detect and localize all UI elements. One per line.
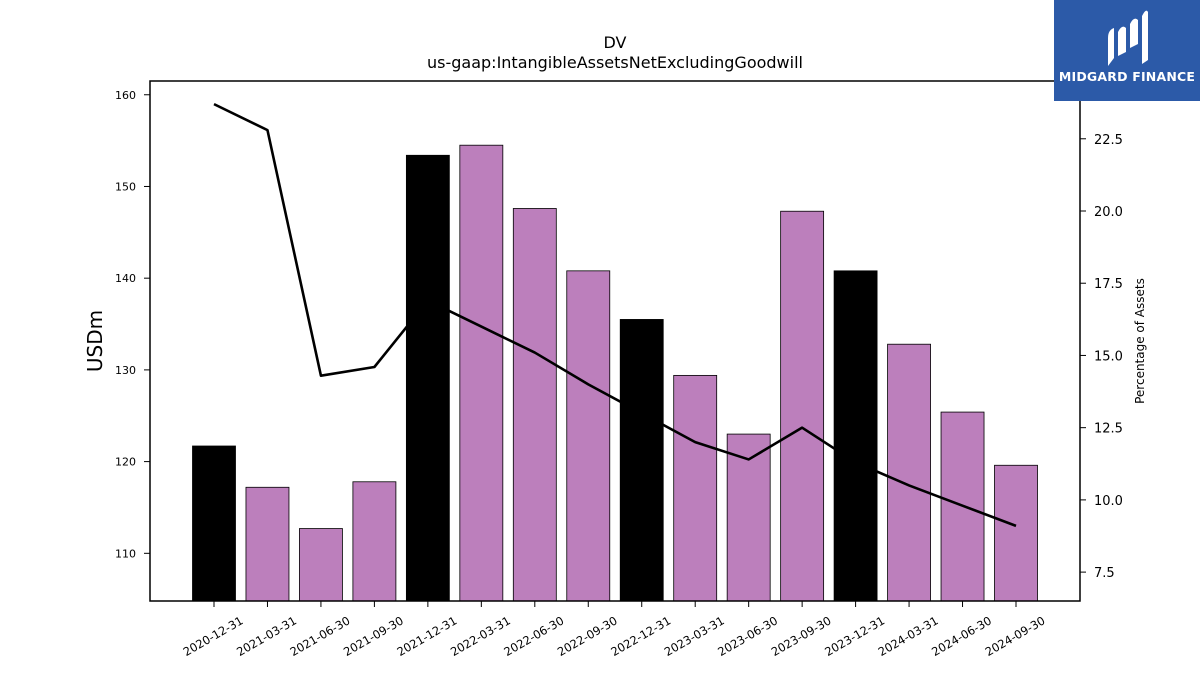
bar-2024-09-30 (994, 464, 1038, 602)
x-tick-label: 2021-09-30 (341, 613, 406, 659)
x-tick-label: 2021-03-31 (234, 613, 299, 659)
bar-2023-12-31 (833, 270, 878, 602)
plot-frame (149, 80, 1081, 602)
x-tick-label: 2022-03-31 (448, 613, 513, 659)
bar-2022-06-30 (512, 208, 557, 602)
bar-2022-09-30 (566, 270, 611, 602)
brand-logo: MIDGARD FINANCE (1054, 0, 1200, 101)
bar-2021-12-31 (405, 154, 450, 602)
bar-2024-03-31 (887, 343, 931, 602)
x-tick-label: 2022-06-30 (501, 613, 566, 659)
x-tick-label: 2023-12-31 (822, 613, 887, 659)
x-tick-label: 2024-06-30 (929, 613, 994, 659)
x-tick-label: 2023-06-30 (715, 613, 780, 659)
x-tick-label: 2021-12-31 (394, 613, 459, 659)
y-tick-label: 150 (115, 180, 136, 193)
y-tick-label: 110 (115, 547, 136, 560)
x-tick-label: 2023-09-30 (769, 613, 834, 659)
y-tick-label: 130 (115, 364, 136, 377)
y2-axis-label: Percentage of Assets (1133, 278, 1147, 404)
x-tick-label: 2022-09-30 (555, 613, 620, 659)
bar-2020-12-31 (192, 445, 236, 602)
bars-group (192, 144, 1038, 602)
y2-tick-label: 10.0 (1094, 494, 1123, 509)
bar-2021-09-30 (352, 481, 397, 602)
bar-2022-12-31 (619, 319, 664, 602)
chart-subtitle: us-gaap:IntangibleAssetsNetExcludingGood… (427, 53, 803, 72)
y2-tick-label: 7.5 (1094, 566, 1115, 581)
x-tick-label: 2021-06-30 (288, 613, 353, 659)
x-tick-label: 2022-12-31 (608, 613, 673, 659)
x-tick-label: 2024-09-30 (983, 613, 1048, 659)
y2-tick-label: 15.0 (1094, 349, 1123, 364)
y-tick-label: 160 (115, 89, 136, 102)
left-axis: 110 120 130 140 150 160 (115, 89, 150, 560)
x-tick-label: 2023-03-31 (662, 613, 727, 659)
chart-title: DV (604, 33, 627, 52)
y-tick-label: 140 (115, 272, 136, 285)
y-axis-label: USDm (83, 310, 107, 372)
bar-2023-06-30 (726, 433, 771, 602)
bar-2023-09-30 (780, 210, 825, 602)
line-group (213, 102, 1017, 528)
y-tick-label: 120 (115, 456, 136, 469)
logo-text: MIDGARD FINANCE (1058, 69, 1196, 84)
bar-2021-06-30 (299, 528, 343, 602)
x-axis: 2020-12-312021-03-312021-06-302021-09-30… (181, 601, 1048, 659)
x-tick-label: 2024-03-31 (876, 613, 941, 659)
percentage-line (213, 102, 1017, 528)
logo-mark-icon (1108, 10, 1148, 66)
y2-tick-label: 12.5 (1094, 422, 1123, 437)
bar-2021-03-31 (245, 486, 290, 602)
y2-tick-label: 20.0 (1094, 205, 1123, 220)
x-tick-label: 2020-12-31 (181, 613, 246, 659)
bar-2023-03-31 (673, 374, 718, 602)
bar-2022-03-31 (459, 144, 504, 602)
right-axis: 7.5 10.0 12.5 15.0 17.5 20.0 22.5 (1080, 133, 1123, 581)
y2-tick-label: 22.5 (1094, 133, 1123, 148)
y2-tick-label: 17.5 (1094, 277, 1123, 292)
